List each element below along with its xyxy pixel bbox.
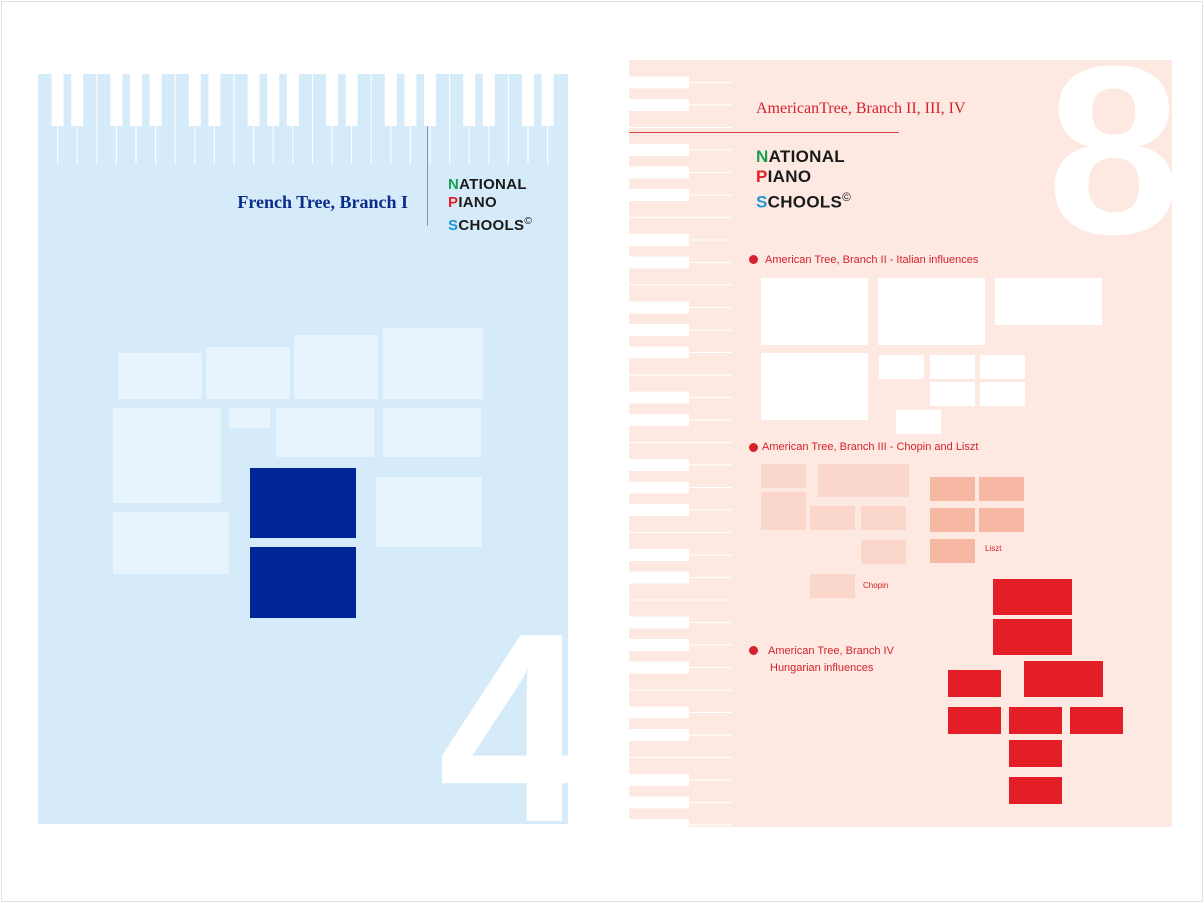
tree-box: [118, 353, 202, 399]
liszt-box: [930, 539, 975, 563]
section-bullet: [749, 443, 758, 452]
tree-box: [930, 382, 975, 406]
tree-box: [206, 347, 290, 399]
tree-box: [113, 408, 221, 503]
tree-box: [879, 355, 924, 379]
tree-box: [930, 508, 975, 532]
tree-box: [930, 355, 975, 379]
tree-box: [761, 492, 806, 530]
tree-box: [948, 707, 1001, 734]
tree-box: [993, 619, 1072, 655]
left-book-cover: 4 French Tree, Branch I NATIONAL PIANO S…: [38, 74, 568, 824]
national-piano-schools-logo: NATIONAL PIANO SCHOOLS©: [756, 147, 852, 212]
tree-box: [761, 353, 868, 420]
section-branch-iii-label: American Tree, Branch III - Chopin and L…: [762, 441, 979, 453]
section-branch-iv-label: American Tree, Branch IV: [768, 645, 894, 657]
tree-box: [930, 477, 975, 501]
national-piano-schools-logo: NATIONAL PIANO SCHOOLS©: [448, 176, 533, 234]
title-underline: [629, 132, 899, 133]
volume-number: 8: [1047, 60, 1172, 284]
tree-box: [1070, 707, 1123, 734]
highlight-box: [250, 468, 356, 538]
tree-box: [995, 278, 1102, 325]
section-branch-iv-sublabel: Hungarian influences: [770, 662, 874, 674]
tree-box: [761, 464, 806, 488]
tree-box: [294, 335, 378, 399]
tree-box: [979, 477, 1024, 501]
tree-box: [1024, 661, 1103, 697]
tree-box: [276, 408, 374, 457]
left-book-title: French Tree, Branch I: [237, 192, 408, 212]
chopin-box: [810, 574, 855, 598]
tree-box: [1009, 777, 1062, 804]
tree-box: [878, 278, 985, 345]
tree-box: [229, 408, 270, 428]
tree-box: [861, 506, 906, 530]
tree-box: [861, 540, 906, 564]
tree-box: [948, 670, 1001, 697]
section-bullet: [749, 646, 758, 655]
tree-box: [383, 408, 481, 457]
tree-box: [810, 506, 855, 530]
chopin-label: Chopin: [863, 581, 889, 590]
title-divider: [427, 126, 428, 226]
highlight-box: [250, 547, 356, 618]
volume-number: 4: [438, 578, 568, 825]
liszt-label: Liszt: [985, 544, 1002, 553]
section-bullet: [749, 255, 758, 264]
tree-box: [1009, 707, 1062, 734]
tree-box: [761, 278, 868, 345]
tree-box: [896, 410, 941, 434]
tree-box: [1009, 740, 1062, 767]
tree-box: [980, 355, 1025, 379]
tree-box: [980, 382, 1025, 406]
tree-box: [979, 508, 1024, 532]
tree-box: [113, 512, 229, 574]
right-book-cover: 8 AmericanTree, Branch II, III, IV NATIO…: [629, 60, 1172, 827]
right-book-title: AmericanTree, Branch II, III, IV: [756, 100, 966, 117]
piano-keys-side: [629, 76, 732, 827]
piano-keys-top: [51, 74, 554, 164]
tree-box: [818, 464, 909, 497]
tree-box: [993, 579, 1072, 615]
tree-box: [383, 328, 483, 399]
tree-box: [376, 477, 482, 547]
section-branch-ii-label: American Tree, Branch II - Italian influ…: [765, 254, 979, 266]
